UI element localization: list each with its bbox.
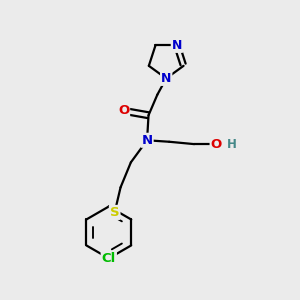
Text: O: O bbox=[211, 138, 222, 151]
Text: H: H bbox=[226, 138, 236, 151]
Text: N: N bbox=[142, 134, 153, 147]
Text: Cl: Cl bbox=[102, 252, 116, 265]
Text: N: N bbox=[172, 39, 182, 52]
Text: S: S bbox=[110, 206, 119, 219]
Text: N: N bbox=[161, 72, 171, 85]
Text: O: O bbox=[118, 104, 129, 117]
